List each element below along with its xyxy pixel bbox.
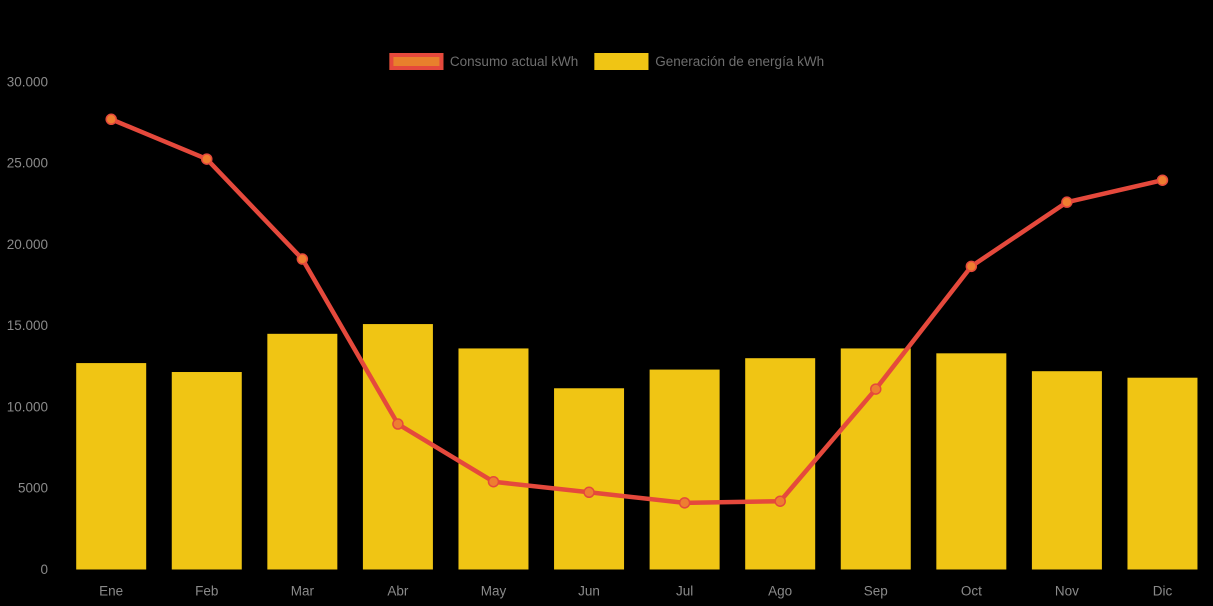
y-axis-tick-label: 20.000 bbox=[7, 237, 48, 252]
generation-bar-may[interactable] bbox=[458, 348, 529, 570]
generation-bar-feb[interactable] bbox=[171, 372, 242, 570]
generation-bar-mar[interactable] bbox=[267, 333, 338, 570]
y-axis-tick-label: 25.000 bbox=[7, 156, 48, 171]
generation-bar-jul[interactable] bbox=[649, 369, 720, 570]
x-axis-tick-label-abr: Abr bbox=[387, 584, 409, 599]
generation-bar-nov[interactable] bbox=[1031, 371, 1102, 570]
x-axis-tick-label-mar: Mar bbox=[291, 584, 315, 599]
generation-bar-jun[interactable] bbox=[554, 388, 625, 570]
consumption-line bbox=[108, 117, 1165, 506]
consumption-point-sep[interactable] bbox=[870, 383, 882, 395]
generation-bar-dic[interactable] bbox=[1127, 377, 1198, 570]
consumption-point-oct[interactable] bbox=[965, 260, 978, 273]
y-axis-tick-label: 10.000 bbox=[7, 399, 48, 414]
legend-item-consumo[interactable]: Consumo actual kWh bbox=[388, 53, 579, 70]
consumption-point-jul[interactable] bbox=[678, 497, 691, 509]
legend-label-generacion: Generación de energía kWh bbox=[655, 54, 825, 69]
x-axis-tick-label-jun: Jun bbox=[578, 584, 600, 599]
legend-label-consumo: Consumo actual kWh bbox=[449, 54, 579, 69]
y-axis-tick-label: 5000 bbox=[18, 481, 48, 496]
generation-bar-ene[interactable] bbox=[76, 363, 147, 570]
x-axis-tick-label-ene: Ene bbox=[99, 584, 123, 599]
x-axis-tick-label-oct: Oct bbox=[961, 584, 982, 599]
x-axis-tick-label-feb: Feb bbox=[195, 584, 218, 599]
chart-legend: Consumo actual kWh Generación de energía… bbox=[388, 53, 824, 70]
consumption-point-dic[interactable] bbox=[1156, 174, 1169, 186]
y-axis-tick-label: 0 bbox=[40, 562, 48, 577]
consumption-point-ago[interactable] bbox=[774, 495, 786, 507]
consumption-point-jun[interactable] bbox=[583, 486, 595, 499]
generation-bar-oct[interactable] bbox=[936, 353, 1007, 570]
generation-bar-abr[interactable] bbox=[362, 324, 433, 570]
x-axis-tick-label-nov: Nov bbox=[1055, 584, 1079, 599]
x-axis-tick-label-sep: Sep bbox=[864, 584, 888, 599]
consumption-point-may[interactable] bbox=[487, 475, 500, 488]
generacion-legend-swatch-icon bbox=[594, 53, 649, 70]
generation-bar-ago[interactable] bbox=[745, 358, 816, 570]
x-axis-tick-label-dic: Dic bbox=[1153, 584, 1173, 599]
consumption-point-ene[interactable] bbox=[105, 113, 117, 126]
consumo-legend-swatch-icon bbox=[388, 53, 443, 70]
consumption-point-mar[interactable] bbox=[296, 253, 309, 265]
x-axis-tick-label-may: May bbox=[481, 584, 507, 599]
consumption-point-feb[interactable] bbox=[201, 153, 213, 165]
x-axis-tick-label-ago: Ago bbox=[768, 584, 792, 599]
y-axis-tick-label: 30.000 bbox=[7, 74, 48, 89]
y-axis-tick-label: 15.000 bbox=[7, 318, 48, 333]
generation-bar-sep[interactable] bbox=[840, 348, 911, 570]
legend-item-generacion[interactable]: Generación de energía kWh bbox=[594, 53, 824, 70]
consumption-point-nov[interactable] bbox=[1061, 196, 1073, 208]
consumption-point-abr[interactable] bbox=[392, 418, 404, 430]
x-axis-tick-label-jul: Jul bbox=[676, 584, 693, 599]
